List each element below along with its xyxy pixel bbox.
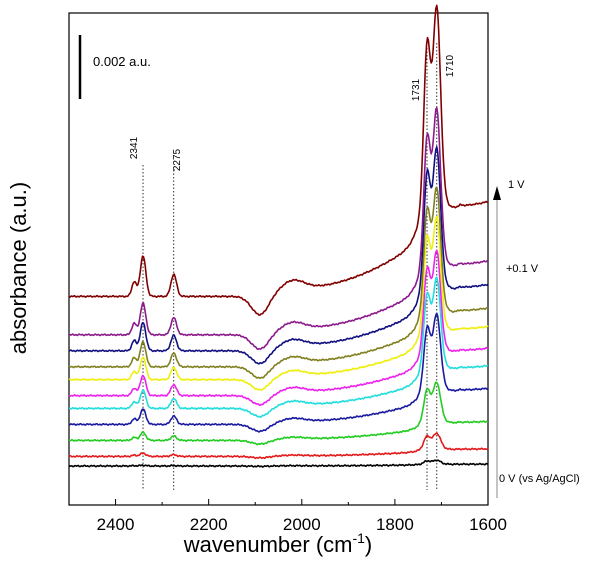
x-axis-label-close: ) [365,532,372,557]
peak-label: 1731 [411,78,422,101]
peak-label: 2341 [129,136,140,159]
x-tick-label: 2000 [283,515,321,534]
spectrum-line [68,106,489,351]
x-axis-label-superscript: -1 [352,530,365,546]
spectrum-line [68,186,489,380]
x-axis-label: wavenumber (cm-1) [183,530,373,557]
spectrum-line [68,276,489,418]
potential-label-bottom: 0 V (vs Ag/AgCl) [499,473,580,485]
x-tick-label: 2200 [190,515,228,534]
x-tick-label: 2400 [97,515,135,534]
potential-arrow-head [493,186,501,200]
spectrum-line [68,459,489,468]
spectrum-line [68,215,489,391]
potential-label-middle: +0.1 V [506,263,539,275]
scale-bar-label: 0.002 a.u. [93,54,151,69]
potential-label-top: 1 V [508,179,525,191]
spectrum-line [68,146,489,365]
spectrum-line [68,381,489,446]
peak-label: 2275 [172,148,183,171]
x-tick-label: 1600 [469,515,507,534]
y-axis-label: absorbance (a.u.) [6,182,31,354]
spectrum-line [68,249,489,407]
x-tick-label: 1800 [376,515,414,534]
plot-frame [68,12,489,506]
spectrum-line [68,312,489,433]
spectrum-line [68,432,489,460]
spectrum-line [68,4,488,316]
peak-label: 1710 [445,54,456,77]
x-axis-label-main: wavenumber (cm [183,532,353,557]
